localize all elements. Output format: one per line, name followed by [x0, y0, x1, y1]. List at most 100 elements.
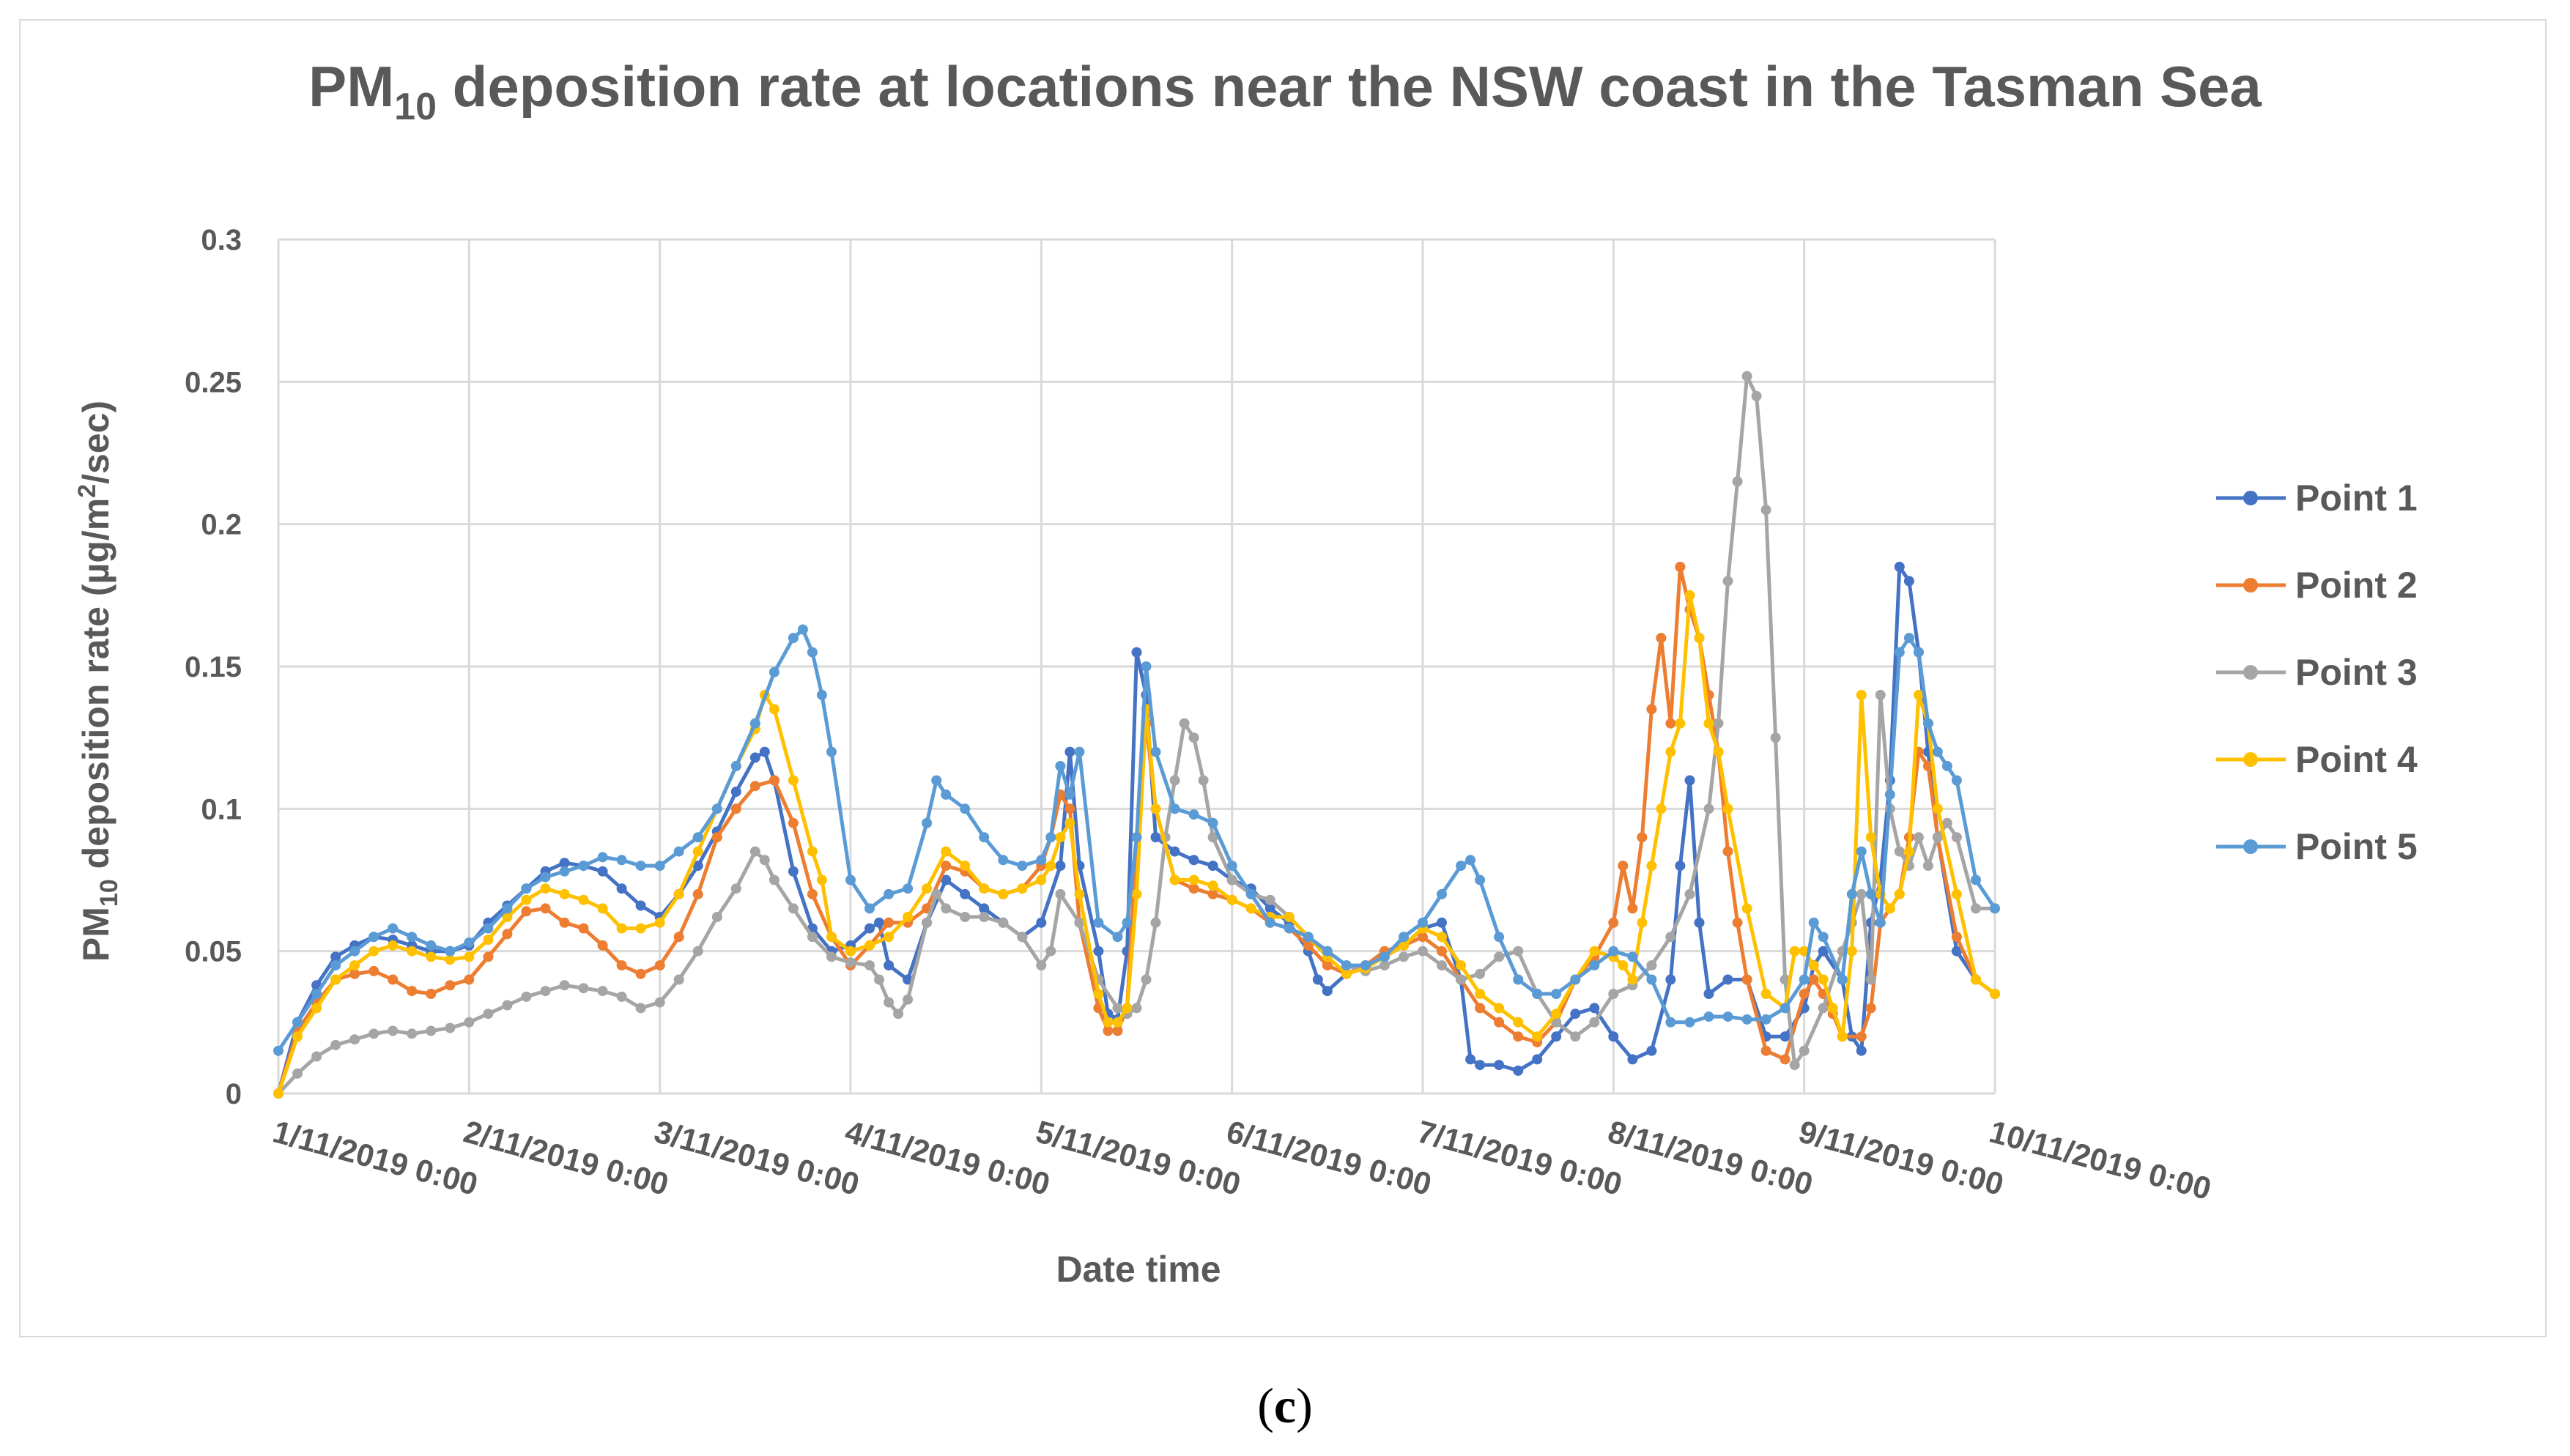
data-point [1131, 888, 1142, 899]
data-point [1760, 989, 1771, 999]
data-point [1808, 917, 1819, 928]
data-point [1264, 917, 1275, 928]
data-point [369, 965, 379, 976]
data-point [1245, 888, 1256, 899]
data-point [1856, 888, 1867, 899]
data-point [893, 1009, 904, 1019]
data-point [388, 923, 399, 934]
legend-label: Point 4 [2295, 739, 2418, 780]
data-point [874, 917, 884, 928]
data-point [1627, 951, 1638, 962]
data-point [330, 1039, 341, 1050]
data-point [1418, 917, 1428, 928]
data-point [759, 855, 770, 866]
series-layer [273, 371, 2000, 1099]
data-point [884, 932, 895, 943]
data-point [1017, 883, 1028, 894]
data-point [1780, 1031, 1791, 1042]
data-point [540, 883, 551, 894]
data-point [540, 903, 551, 914]
data-point [1475, 968, 1486, 979]
data-point [1913, 647, 1924, 658]
data-point [1608, 946, 1619, 957]
data-point [1284, 912, 1295, 922]
data-point [1951, 932, 1962, 943]
data-point [654, 960, 665, 971]
data-point [1837, 1031, 1848, 1042]
data-point [426, 940, 437, 951]
data-point [559, 866, 570, 877]
data-point [845, 946, 856, 957]
data-point [1589, 960, 1600, 971]
y-axis-label: PM10 deposition rate (µg/m2/sec) [73, 401, 123, 962]
data-point [1675, 718, 1686, 729]
data-point [616, 923, 627, 934]
data-point [884, 888, 895, 899]
data-point [1865, 832, 1876, 843]
data-point [1245, 903, 1256, 914]
data-point [1932, 803, 1943, 814]
data-point [349, 960, 360, 971]
data-point [1379, 960, 1390, 971]
data-point [730, 787, 741, 797]
data-point [1722, 576, 1733, 587]
data-point [922, 817, 933, 828]
data-point [521, 883, 532, 894]
data-point [1093, 917, 1104, 928]
data-point [1703, 718, 1714, 729]
data-point [426, 989, 437, 999]
data-point [1494, 1060, 1505, 1071]
data-point [521, 894, 532, 905]
data-point [1055, 761, 1066, 771]
data-point [292, 1068, 303, 1079]
x-tick-label: 9/11/2019 0:00 [1795, 1114, 2007, 1203]
data-point [1513, 1065, 1524, 1076]
data-point [1703, 803, 1714, 814]
data-point [1665, 718, 1676, 729]
data-point [445, 1022, 456, 1033]
data-point [1932, 832, 1943, 843]
data-point [1074, 917, 1085, 928]
legend-label: Point 2 [2295, 565, 2418, 606]
data-point [1188, 809, 1199, 820]
data-point [788, 633, 799, 644]
data-point [1093, 946, 1104, 957]
data-point [1760, 505, 1771, 516]
data-point [1741, 1014, 1752, 1025]
data-point [1856, 1045, 1867, 1056]
data-point [845, 957, 856, 968]
data-point [292, 1031, 303, 1042]
data-point [445, 954, 456, 965]
data-point [464, 974, 475, 985]
data-point [1322, 986, 1333, 997]
data-point [826, 746, 837, 757]
data-point [1656, 803, 1667, 814]
data-point [1456, 861, 1467, 872]
data-point [1399, 940, 1409, 951]
data-point [540, 872, 551, 883]
data-point [1045, 946, 1056, 957]
data-point [1894, 846, 1905, 857]
data-point [1780, 1054, 1791, 1065]
y-tick-label: 0.05 [185, 936, 242, 968]
data-point [1494, 1003, 1505, 1014]
data-point [1418, 946, 1428, 957]
data-point [1894, 888, 1905, 899]
data-point [845, 874, 856, 885]
data-point [1103, 1025, 1114, 1036]
legend-swatch-marker [2243, 491, 2258, 505]
data-point [1971, 903, 1981, 914]
data-point [797, 624, 808, 635]
data-point [1169, 775, 1180, 786]
data-point [1789, 946, 1800, 957]
data-point [578, 983, 589, 994]
x-axis-ticks: 1/11/2019 0:002/11/2019 0:003/11/2019 0:… [269, 1114, 2215, 1207]
data-point [1207, 817, 1218, 828]
data-point [1150, 803, 1161, 814]
data-point [635, 861, 646, 872]
data-point [1627, 974, 1638, 985]
data-point [1827, 1003, 1838, 1014]
legend-item: Point 2 [2216, 565, 2418, 606]
data-point [1675, 562, 1686, 572]
data-point [1884, 903, 1895, 914]
